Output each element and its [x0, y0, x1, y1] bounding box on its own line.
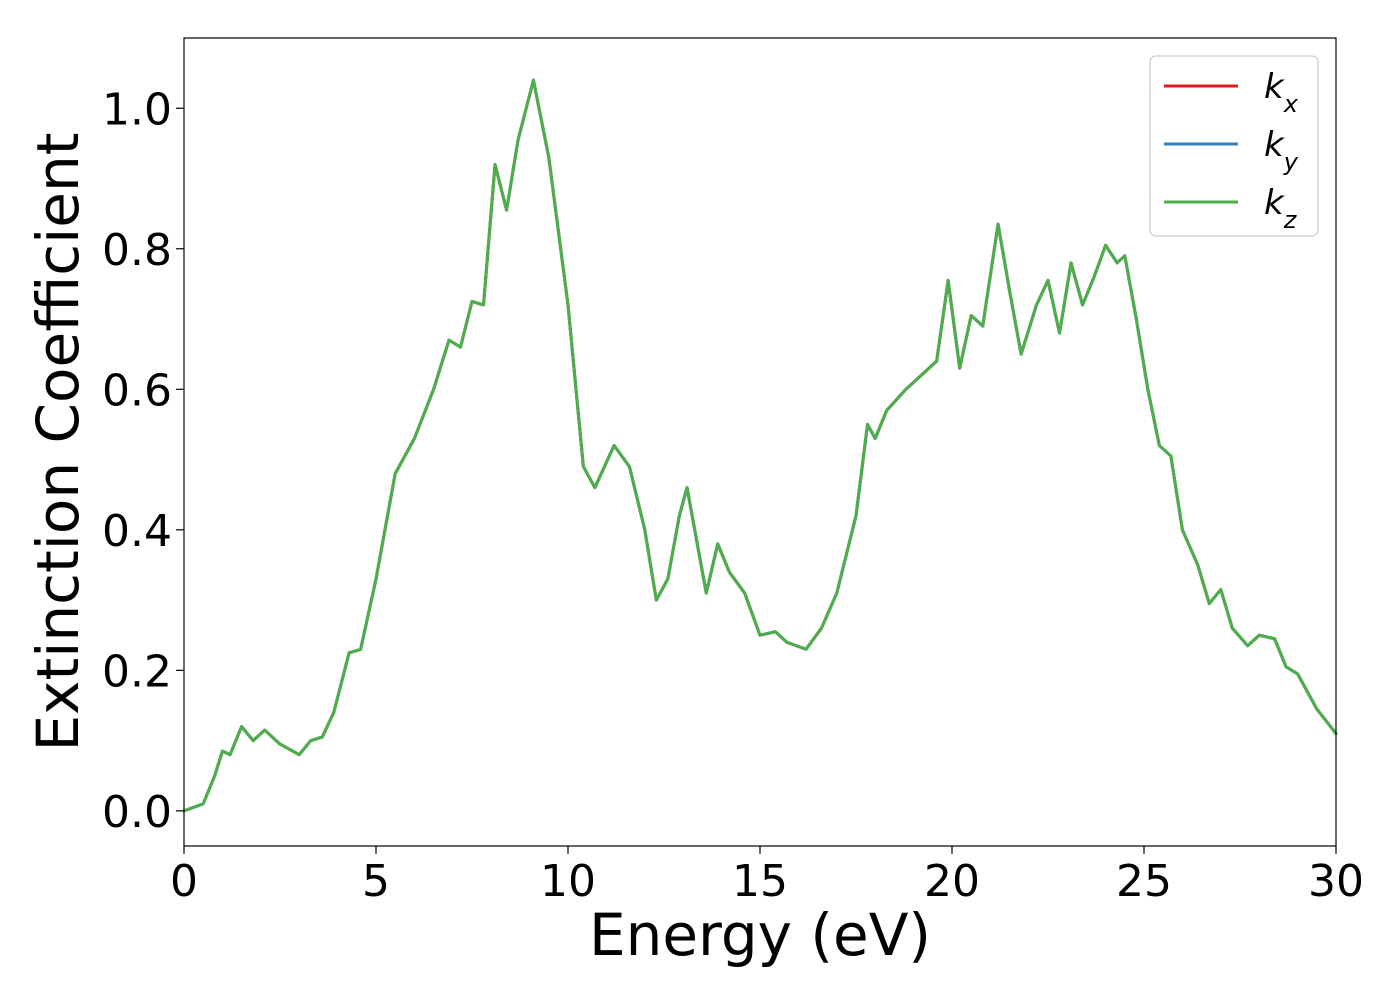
- x-tick-label: 15: [732, 856, 788, 907]
- y-tick-label: 0.2: [102, 646, 172, 697]
- x-axis-ticks: 0 5 10 15 20 25 30: [170, 846, 1364, 907]
- y-axis-ticks: 0.0 0.2 0.4 0.6 0.8 1.0: [102, 84, 184, 838]
- legend-box: [1149, 55, 1319, 237]
- y-axis-label: Extinction Coefficient: [24, 133, 92, 752]
- y-tick-label: 1.0: [102, 84, 172, 135]
- y-tick-label: 0.0: [102, 787, 172, 838]
- series-lines: [182, 78, 1338, 813]
- legend: kx ky kz: [1149, 55, 1319, 237]
- x-tick-label: 0: [170, 856, 198, 907]
- x-tick-label: 10: [540, 856, 596, 907]
- x-tick-label: 30: [1308, 856, 1364, 907]
- x-tick-label: 20: [924, 856, 980, 907]
- y-tick-label: 0.6: [102, 365, 172, 416]
- series-line-z: [182, 78, 1338, 813]
- legend-label-x: kx: [1264, 67, 1299, 118]
- y-tick-label: 0.4: [102, 506, 172, 557]
- legend-label-y: ky: [1264, 125, 1299, 176]
- y-tick-label: 0.8: [102, 225, 172, 276]
- legend-label-z: kz: [1264, 183, 1298, 234]
- x-axis-label: Energy (eV): [589, 901, 931, 969]
- x-tick-label: 5: [362, 856, 390, 907]
- x-tick-label: 25: [1116, 856, 1172, 907]
